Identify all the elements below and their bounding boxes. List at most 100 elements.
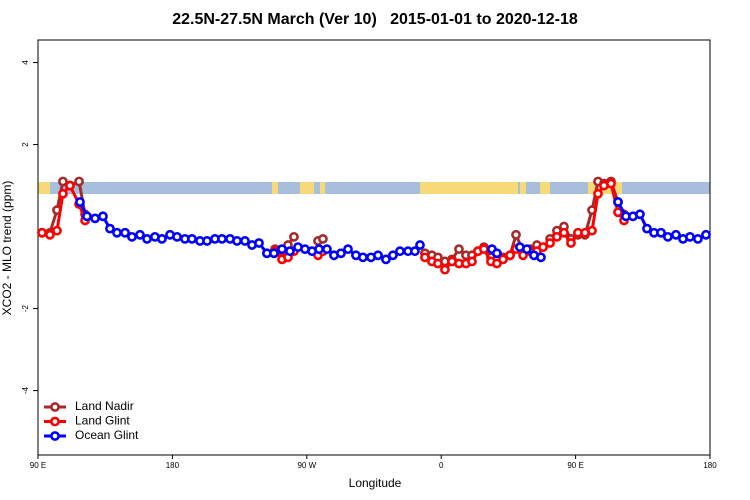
- data-point: [52, 225, 62, 236]
- data-point: [187, 233, 197, 244]
- data-point: [336, 248, 346, 259]
- data-point: [613, 197, 623, 207]
- legend-marker: [50, 416, 60, 427]
- data-point: [254, 238, 264, 248]
- y-tick-label: -2: [21, 305, 30, 313]
- data-point: [112, 227, 122, 238]
- data-point: [538, 242, 548, 252]
- data-point: [635, 209, 645, 220]
- data-point: [314, 244, 324, 255]
- data-point: [454, 244, 464, 255]
- data-point: [388, 250, 398, 261]
- data-point: [566, 238, 576, 248]
- data-point: [98, 211, 108, 222]
- y-tick-label: 4: [21, 60, 30, 65]
- legend-marker: [50, 402, 60, 412]
- data-point: [373, 250, 383, 261]
- data-point: [587, 225, 597, 236]
- data-point: [90, 213, 100, 224]
- data-point: [82, 211, 92, 222]
- data-point: [498, 254, 508, 265]
- data-point: [322, 244, 332, 255]
- data-point: [240, 236, 250, 246]
- data-point: [593, 188, 603, 199]
- data-point: [545, 238, 555, 248]
- data-point: [142, 233, 152, 244]
- data-point: [358, 252, 368, 263]
- data-point: [536, 252, 546, 263]
- map-strip: [38, 182, 710, 194]
- legend-label: Ocean Glint: [75, 428, 139, 442]
- data-point: [505, 250, 515, 261]
- data-point: [318, 233, 328, 244]
- data-point: [552, 231, 562, 242]
- data-point: [202, 236, 212, 246]
- data-point: [415, 240, 425, 250]
- legend-label: Land Glint: [75, 414, 130, 428]
- x-tick-label: 0: [439, 461, 444, 470]
- data-point: [606, 178, 616, 189]
- land-strip: [540, 182, 550, 194]
- data-point: [440, 264, 450, 275]
- data-point: [656, 227, 666, 238]
- data-point: [58, 188, 68, 199]
- data-point: [120, 227, 130, 238]
- chart-title: 22.5N-27.5N March (Ver 10) 2015-01-01 to…: [172, 11, 578, 28]
- data-point: [492, 248, 502, 259]
- land-strip: [272, 182, 278, 194]
- data-point: [479, 244, 489, 255]
- data-point: [172, 231, 182, 242]
- land-strip: [320, 182, 325, 194]
- data-point: [685, 231, 695, 242]
- data-point: [522, 244, 532, 255]
- data-point: [511, 229, 521, 240]
- data-point: [693, 233, 703, 244]
- x-tick-label: 90 W: [297, 461, 316, 470]
- data-point: [642, 223, 652, 234]
- series: [37, 178, 629, 275]
- x-tick-label: 90 E: [30, 461, 46, 470]
- data-point: [277, 244, 287, 255]
- y-axis-label: XCO2 - MLO trend (ppm): [0, 181, 14, 316]
- data-point: [410, 246, 420, 257]
- data-point: [127, 231, 137, 242]
- land-strip: [520, 182, 526, 194]
- data-point: [65, 180, 75, 191]
- data-point: [157, 233, 167, 244]
- data-point: [289, 231, 299, 242]
- data-point: [662, 231, 673, 242]
- data-point: [232, 236, 242, 246]
- y-tick-label: 2: [21, 142, 30, 147]
- data-point: [105, 223, 115, 234]
- data-point: [671, 229, 681, 240]
- legend-label: Land Nadir: [75, 399, 134, 413]
- land-strip: [420, 182, 518, 194]
- data-point: [37, 227, 47, 238]
- data-point: [74, 176, 84, 187]
- data-point: [381, 254, 391, 265]
- data-point: [420, 252, 430, 263]
- x-tick-label: 180: [703, 461, 717, 470]
- data-point: [433, 258, 443, 269]
- data-point: [701, 229, 711, 240]
- land-strip: [300, 182, 314, 194]
- data-point: [58, 176, 68, 187]
- data-point: [45, 229, 55, 240]
- x-tick-label: 90 E: [567, 461, 583, 470]
- plot-frame: [37, 39, 711, 456]
- data-point: [395, 246, 405, 257]
- land-strip: [38, 182, 50, 194]
- y-tick-label: -4: [21, 387, 30, 395]
- data-point: [613, 207, 623, 218]
- data-point: [285, 246, 295, 257]
- data-point: [135, 229, 145, 240]
- data-point: [269, 248, 279, 259]
- data-point: [467, 256, 477, 267]
- data-point: [75, 197, 85, 207]
- data-point: [343, 244, 353, 255]
- x-tick-label: 180: [166, 461, 180, 470]
- legend-marker: [50, 431, 60, 441]
- data-point: [559, 227, 569, 238]
